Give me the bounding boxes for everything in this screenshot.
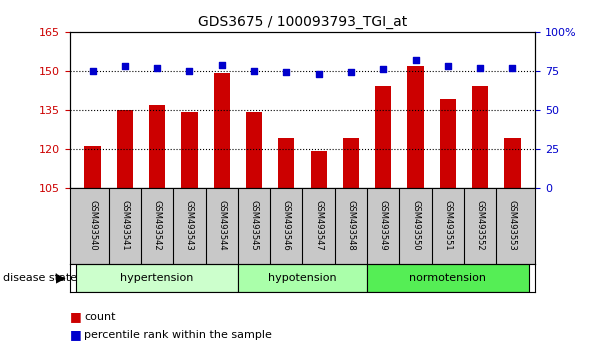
Bar xyxy=(117,110,133,188)
Text: GSM493542: GSM493542 xyxy=(153,200,162,251)
Point xyxy=(443,63,453,69)
Text: GSM493548: GSM493548 xyxy=(347,200,356,251)
Text: ▶: ▶ xyxy=(56,272,66,284)
Bar xyxy=(278,138,294,188)
Bar xyxy=(181,112,198,188)
Bar xyxy=(85,146,100,188)
Bar xyxy=(149,104,165,188)
Text: GSM493551: GSM493551 xyxy=(443,200,452,251)
Text: GSM493545: GSM493545 xyxy=(249,200,258,251)
Text: percentile rank within the sample: percentile rank within the sample xyxy=(84,330,272,339)
Point xyxy=(249,68,259,74)
Text: normotension: normotension xyxy=(409,273,486,283)
Bar xyxy=(311,151,326,188)
Text: count: count xyxy=(84,312,116,322)
Text: hypotension: hypotension xyxy=(268,273,337,283)
Text: ■: ■ xyxy=(70,328,81,341)
Bar xyxy=(407,65,424,188)
Text: GSM493546: GSM493546 xyxy=(282,200,291,251)
Text: GSM493543: GSM493543 xyxy=(185,200,194,251)
Bar xyxy=(505,138,520,188)
Point xyxy=(120,63,130,69)
Bar xyxy=(375,86,392,188)
Bar xyxy=(440,99,456,188)
Bar xyxy=(343,138,359,188)
Point xyxy=(508,65,517,70)
Text: GSM493541: GSM493541 xyxy=(120,200,130,251)
Bar xyxy=(77,264,238,292)
Text: GSM493544: GSM493544 xyxy=(217,200,226,251)
Point xyxy=(314,71,323,77)
Point xyxy=(88,68,97,74)
Text: GSM493549: GSM493549 xyxy=(379,200,388,251)
Bar xyxy=(246,112,262,188)
Bar xyxy=(213,73,230,188)
Point xyxy=(410,57,420,63)
Point xyxy=(185,68,195,74)
Point xyxy=(475,65,485,70)
Bar xyxy=(472,86,488,188)
Point xyxy=(217,62,227,67)
Bar xyxy=(367,264,528,292)
Bar xyxy=(238,264,367,292)
Text: GSM493552: GSM493552 xyxy=(475,200,485,251)
Text: disease state: disease state xyxy=(3,273,77,283)
Text: GSM493553: GSM493553 xyxy=(508,200,517,251)
Point xyxy=(378,67,388,72)
Text: GSM493547: GSM493547 xyxy=(314,200,323,251)
Text: GSM493540: GSM493540 xyxy=(88,200,97,251)
Title: GDS3675 / 100093793_TGI_at: GDS3675 / 100093793_TGI_at xyxy=(198,16,407,29)
Text: hypertension: hypertension xyxy=(120,273,194,283)
Text: GSM493550: GSM493550 xyxy=(411,200,420,251)
Point xyxy=(282,69,291,75)
Point xyxy=(346,69,356,75)
Point xyxy=(152,65,162,70)
Text: ■: ■ xyxy=(70,310,81,323)
